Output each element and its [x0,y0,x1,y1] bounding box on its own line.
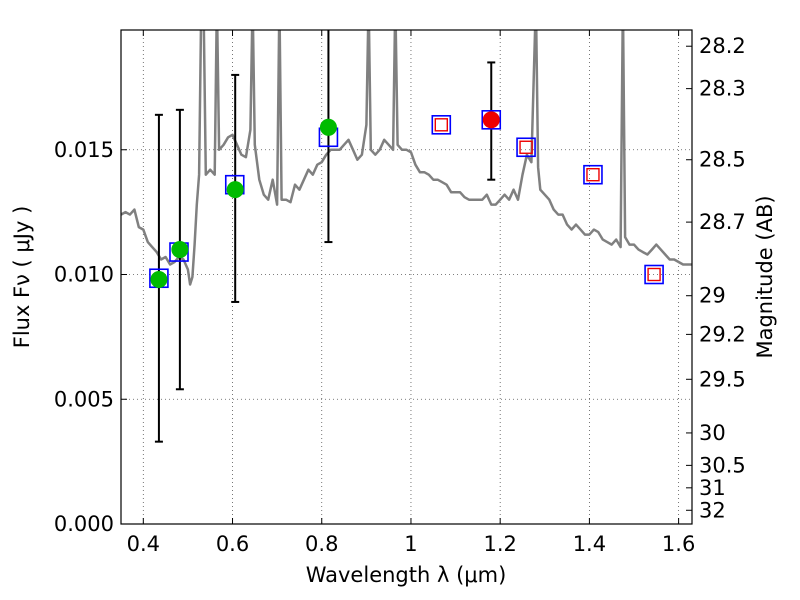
model-flux-square [431,115,452,135]
y2-tick-label: 32 [699,498,726,522]
detection-point [150,270,168,288]
x-tick-label: 1 [404,532,417,556]
y2-tick-label: 28.2 [699,34,746,58]
y2-tick-label: 28.3 [699,77,746,101]
x-tick-label: 1.4 [573,532,606,556]
y2-tick-label: 29 [699,284,726,308]
model-sed-layer [121,30,692,286]
y-tick-label: 0.010 [54,263,114,287]
model-flux-square [583,164,603,185]
model-flux-square [644,264,664,285]
upper-limit-square [647,267,661,282]
upper-limit-square [434,118,448,132]
red-data-point [482,111,500,129]
x-tick-label: 0.6 [216,532,249,556]
y2-tick-label: 28.5 [699,148,746,172]
y-tick-label: 0.015 [54,138,114,162]
model-sed-line [121,30,692,286]
y-tick-label: 0.000 [54,512,114,536]
data-point-layer [150,111,500,288]
y2-tick-label: 29.2 [699,322,746,346]
plot-frame [120,29,693,525]
detection-point [171,241,189,259]
x-tick-label: 1.2 [483,532,516,556]
model-flux-square [481,110,502,130]
y-tick-label: 0.005 [54,387,114,411]
y2-axis-label: Magnitude (AB) [753,195,777,358]
y2-tick-label: 30.5 [699,453,746,477]
x-tick-label: 0.8 [305,532,338,556]
model-flux-square [516,137,536,158]
plot-area [121,30,692,443]
x-axis-label: Wavelength λ (μm) [306,563,507,587]
x-tick-label: 1.6 [662,532,695,556]
upper-limit-square [519,140,533,154]
x-tick-label: 0.4 [127,532,160,556]
detection-point [226,181,244,199]
y2-tick-label: 30 [699,421,726,445]
y2-tick-label: 28.7 [699,210,746,234]
tick-layer: 0.4 0.6 0.8 1 1.2 1.4 1.6 0.000 0.005 0.010 0.015 2… [54,30,746,556]
detection-point [319,118,337,136]
y2-tick-label: 31 [699,476,726,500]
y2-tick-label: 29.5 [699,367,746,391]
upper-limit-square [586,168,600,182]
model-flux-layer [149,110,664,289]
y-axis-label: Flux Fν ( μJy ) [10,206,34,349]
